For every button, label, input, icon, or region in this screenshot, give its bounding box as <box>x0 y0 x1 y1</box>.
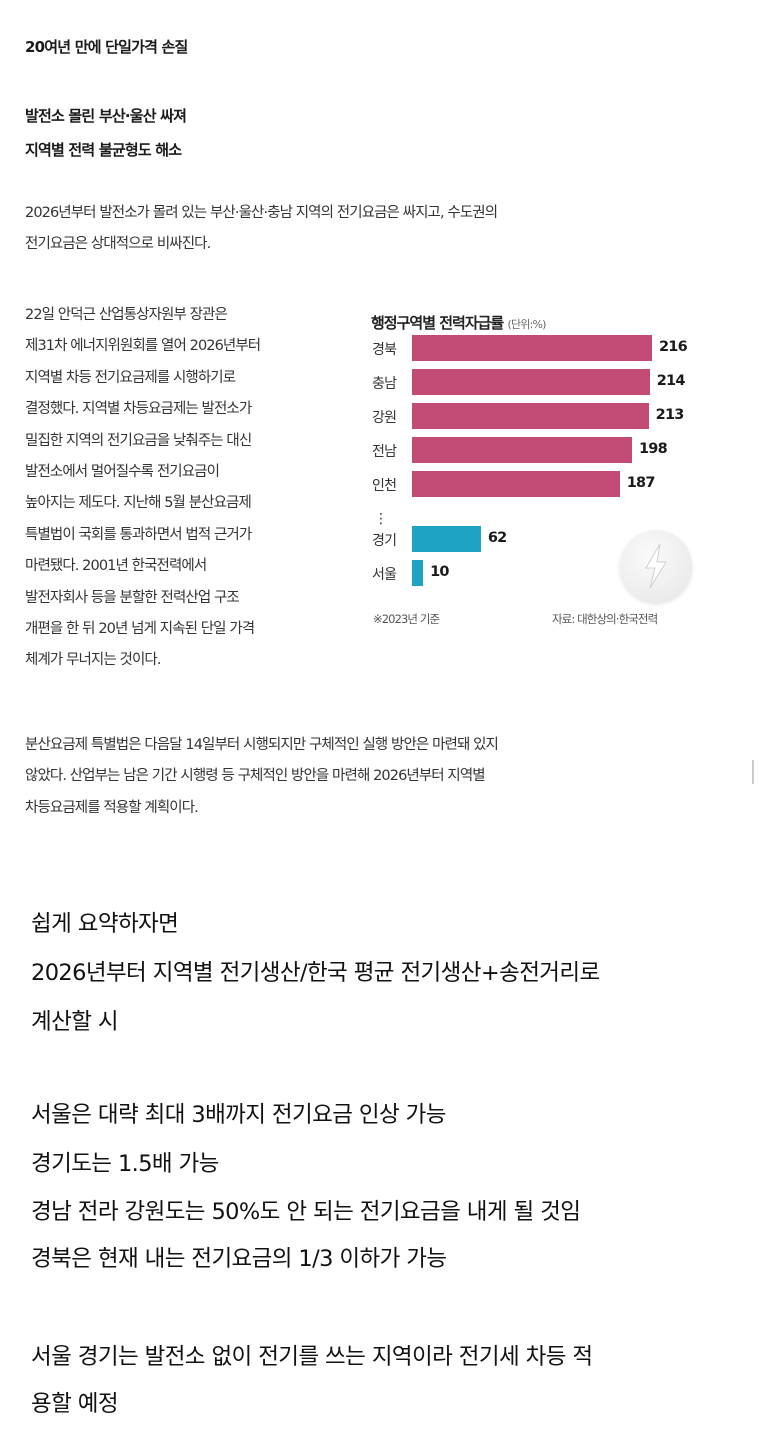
bar-value: 62 <box>487 530 507 546</box>
bar-label: 충남 <box>372 376 397 392</box>
paragraph-line: 발전소에서 멀어질수록 전기요금이 <box>25 464 220 481</box>
bar-value: 216 <box>659 339 688 355</box>
bar-label: 전남 <box>372 444 397 460</box>
bar <box>412 560 424 586</box>
chart-source: 자료: 대한상의·한국전력 <box>552 612 658 626</box>
body-paragraph-2: 분산요금제 특별법은 다음달 14일부터 시행되지만 구체적인 실행 방안은 마… <box>25 730 499 824</box>
bar-value: 214 <box>656 373 686 389</box>
summary-line: 용할 예정 <box>31 1391 119 1417</box>
scrollbar-thumb[interactable] <box>752 760 754 784</box>
bar <box>412 437 632 463</box>
bar-value: 10 <box>430 564 449 580</box>
paragraph-line: 분산요금제 특별법은 다음달 14일부터 시행되지만 구체적인 실행 방안은 마… <box>25 737 499 753</box>
summary-line: 경기도는 1.5배 가능 <box>31 1151 219 1177</box>
paragraph-line: 차등요금제를 적용할 계획이다. <box>25 799 199 816</box>
bar-label: 경기 <box>372 533 397 549</box>
paragraph-line: 특별법이 국회를 통과하면서 법적 근거가 <box>25 526 252 543</box>
summary-line: 2026년부터 지역별 전기생산/한국 평균 전기생산+송전거리로 <box>31 960 600 986</box>
paragraph-line: 결정했다. 지역별 차등요금제는 발전소가 <box>25 401 252 418</box>
bar-value: 213 <box>655 407 685 423</box>
paragraph-line: 체계가 무너지는 것이다. <box>25 652 161 669</box>
lead-line: 전기요금은 상대적으로 비싸진다. <box>25 236 211 253</box>
summary-line: 서울은 대략 최대 3배까지 전기요금 인상 가능 <box>31 1102 446 1128</box>
bar <box>412 471 620 497</box>
subhead-2-line-2: 지역별 전력 불균형도 해소 <box>25 141 182 159</box>
summary-line: 경남 전라 강원도는 50%도 안 되는 전기요금을 내게 될 것임 <box>31 1199 581 1225</box>
bar <box>412 526 481 552</box>
chart-footnote: ※2023년 기준 <box>373 612 440 626</box>
lead-paragraph: 2026년부터 발전소가 몰려 있는 부산·울산·충남 지역의 전기요금은 싸지… <box>25 198 498 261</box>
lead-line: 2026년부터 발전소가 몰려 있는 부산·울산·충남 지역의 전기요금은 싸지… <box>25 205 498 221</box>
subhead-2-line-1: 발전소 몰린 부산·울산 싸져 <box>25 107 187 125</box>
summary-line: 서울 경기는 발전소 없이 전기를 쓰는 지역이라 전기세 차등 적 <box>31 1344 593 1370</box>
paragraph-line: 개편을 한 뒤 20년 넘게 지속된 단일 가격 <box>25 621 255 638</box>
subhead-1: 20여년 만에 단일가격 손질 <box>25 38 188 56</box>
power-self-sufficiency-chart: 행정구역별 전력자급률 (단위:%) 경북 216 충남 214 강원 213 전남 198 인… <box>365 308 705 638</box>
paragraph-line: 밀집한 지역의 전기요금을 낮춰주는 대신 <box>25 432 252 449</box>
bar <box>412 403 649 429</box>
paragraph-line: 높아지는 제도다. 지난해 5월 분산요금제 <box>25 495 252 512</box>
summary-line: 쉽게 요약하자면 <box>31 911 179 937</box>
paragraph-line: 22일 안덕근 산업통상자원부 장관은 <box>25 307 228 323</box>
paragraph-line: 지역별 차등 전기요금제를 시행하기로 <box>25 369 236 386</box>
summary-line: 경북은 현재 내는 전기요금의 1/3 이하가 가능 <box>31 1246 447 1272</box>
chart-ellipsis: ⋮ <box>374 511 388 527</box>
summary-line: 계산할 시 <box>31 1009 119 1035</box>
paragraph-line: 발전자회사 등을 분할한 전력산업 구조 <box>25 589 240 606</box>
bar <box>412 335 652 361</box>
paragraph-line: 마련됐다. 2001년 한국전력에서 <box>25 558 207 575</box>
chart-title: 행정구역별 전력자급률 (단위:%) <box>371 312 546 333</box>
bar-label: 경북 <box>372 342 397 358</box>
lightning-bolt-icon <box>620 530 692 602</box>
chart-title-text: 행정구역별 전력자급률 <box>371 314 504 332</box>
lightning-bolt-glyph <box>645 543 667 589</box>
chart-unit: (단위:%) <box>507 318 546 331</box>
bar-value: 187 <box>626 475 656 491</box>
bar-value: 198 <box>639 441 668 457</box>
paragraph-line: 않았다. 산업부는 남은 기간 시행령 등 구체적인 방안을 마련해 2026년… <box>25 768 486 785</box>
paragraph-line: 제31차 에너지위원회를 열어 2026년부터 <box>25 338 261 355</box>
bar <box>412 369 650 395</box>
bar-label: 강원 <box>372 410 397 426</box>
bar-label: 인천 <box>372 478 397 494</box>
bar-label: 서울 <box>372 567 397 583</box>
